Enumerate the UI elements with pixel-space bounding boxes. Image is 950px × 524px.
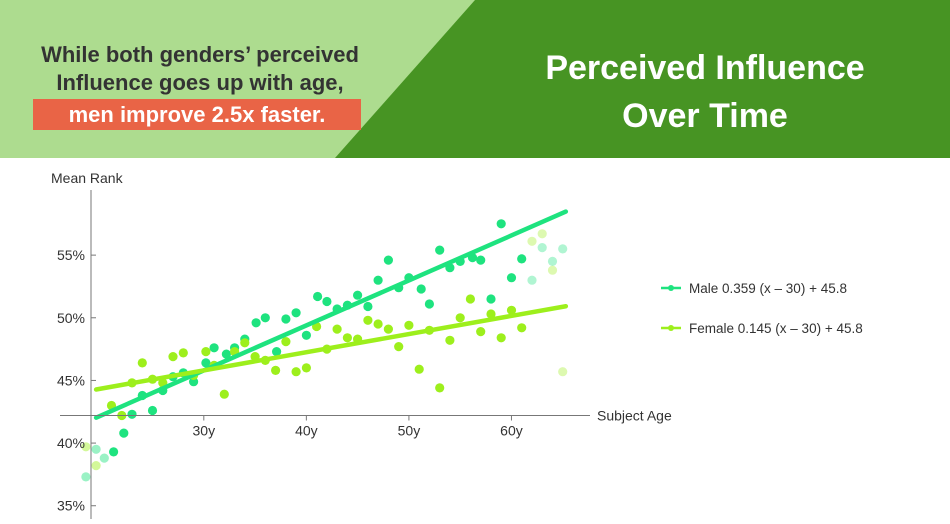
male-data-point [313, 291, 323, 302]
female-data-point [137, 358, 147, 368]
male-data-point [537, 243, 547, 253]
female-data-point [445, 335, 455, 345]
male-data-point [506, 273, 517, 283]
y-tick-label: 55% [57, 247, 85, 263]
female-data-point [81, 442, 91, 452]
male-data-point [260, 313, 270, 323]
female-data-point [537, 229, 547, 239]
headline-line-2: Influence goes up with age, [56, 70, 344, 95]
male-data-point [322, 296, 332, 307]
x-tick-label: 30y [193, 423, 216, 439]
header-banner [0, 0, 950, 158]
x-axis-title: Subject Age [597, 408, 672, 424]
female-data-point [435, 383, 445, 393]
female-data-point [291, 367, 301, 377]
male-data-point [251, 318, 261, 328]
female-fit-line [93, 304, 569, 392]
male-data-point [486, 294, 496, 304]
male-data-point [527, 275, 537, 285]
x-tick-label: 40y [295, 423, 318, 439]
male-data-point [291, 308, 301, 318]
female-data-point [91, 461, 101, 471]
female-data-point [547, 265, 558, 275]
male-data-point [363, 301, 373, 312]
male-data-point [383, 255, 393, 265]
male-data-point [91, 444, 101, 454]
male-data-point [558, 244, 568, 254]
female-data-point [506, 305, 517, 315]
male-data-point [301, 330, 311, 340]
male-data-point [353, 290, 363, 300]
male-data-point [424, 299, 434, 309]
axes-layer: 35% 40% 45% 50% 55% 30y 40y 50y 60y Mean Rank Subj… [51, 170, 672, 519]
x-tick-label: 50y [398, 423, 421, 439]
female-data-point [281, 337, 291, 347]
female-data-point [394, 342, 404, 352]
y-axis-title: Mean Rank [51, 170, 124, 186]
female-data-point [201, 347, 211, 357]
female-data-point [178, 348, 188, 358]
female-data-point [517, 323, 527, 333]
male-data-point [517, 254, 527, 264]
male-data-point [189, 377, 199, 387]
male-data-point [496, 219, 506, 229]
legend: Male 0.359 (x – 30) + 45.8 Female 0.145 (… [661, 281, 863, 336]
female-data-point [404, 320, 414, 330]
female-data-point [476, 327, 486, 337]
female-data-point [373, 319, 383, 329]
male-data-point [435, 245, 445, 255]
female-legend-label: Female 0.145 (x – 30) + 45.8 [689, 321, 863, 336]
male-data-point [416, 284, 426, 294]
female-data-point [168, 352, 178, 362]
female-data-point [332, 324, 342, 334]
female-data-point [486, 309, 496, 319]
page-title-line-1: Perceived Influence [545, 49, 865, 87]
headline-line-1: While both genders’ perceived [41, 42, 359, 67]
male-data-point [109, 447, 119, 457]
female-data-point [527, 236, 537, 246]
female-data-point [240, 338, 250, 348]
male-data-point [127, 409, 137, 419]
page-title-line-2: Over Time [622, 97, 788, 135]
female-data-point [219, 389, 229, 399]
male-data-point [201, 358, 211, 368]
male-data-point [147, 405, 158, 416]
female-data-point [558, 367, 568, 377]
male-data-point [119, 428, 129, 438]
female-data-point [342, 333, 352, 343]
male-legend-marker [668, 285, 674, 291]
female-data-point [414, 364, 424, 374]
female-data-point [271, 365, 281, 375]
male-data-point [272, 347, 282, 357]
male-data-point [476, 255, 486, 265]
male-legend-label: Male 0.359 (x – 30) + 45.8 [689, 281, 847, 296]
female-data-point [301, 363, 311, 373]
male-data-point [373, 275, 383, 285]
y-tick-label: 35% [57, 498, 85, 514]
female-legend-marker [668, 325, 674, 331]
y-tick-label: 40% [57, 435, 85, 451]
female-data-point [496, 333, 506, 343]
y-tick-label: 45% [57, 372, 85, 388]
right-banner-panel [335, 0, 950, 158]
female-data-point [363, 315, 373, 325]
male-data-point [81, 472, 91, 482]
male-data-point [221, 349, 231, 359]
headline-highlight: men improve 2.5x faster. [33, 99, 361, 130]
female-data-point [465, 294, 475, 304]
male-data-point [99, 453, 109, 463]
male-data-point [547, 256, 558, 266]
fit-lines-layer [93, 209, 569, 420]
y-tick-label: 50% [57, 310, 85, 326]
x-tick-label: 60y [500, 423, 523, 439]
male-data-point [209, 343, 219, 353]
male-fit-line [93, 209, 569, 420]
female-data-point [455, 313, 465, 323]
female-data-point [383, 324, 393, 334]
male-data-point [281, 314, 291, 324]
